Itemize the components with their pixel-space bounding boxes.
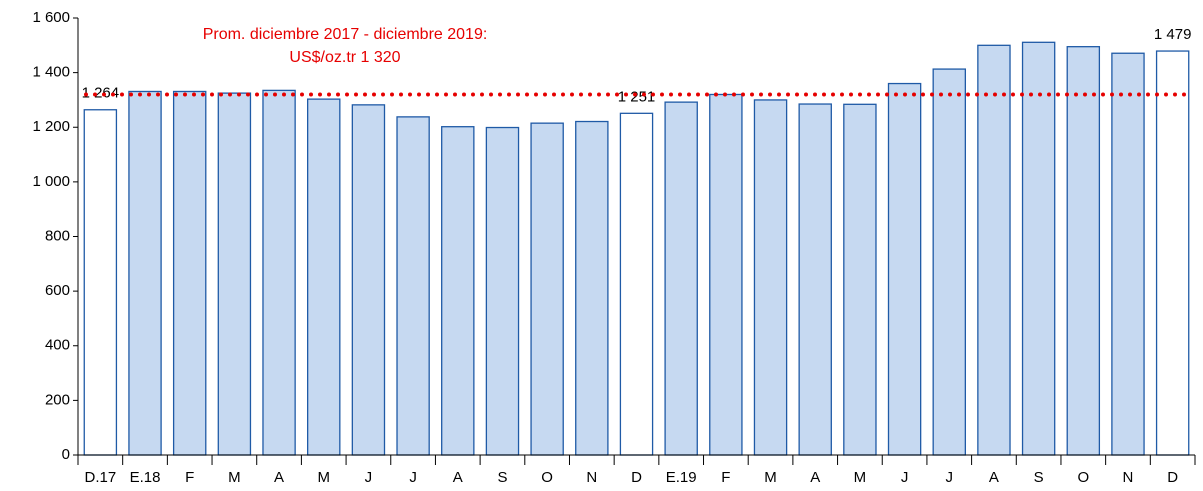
x-tick-label: M: [228, 469, 241, 486]
bar: [172, 90, 207, 456]
y-tick-label: 1 200: [32, 118, 70, 135]
x-tick-label: O: [541, 469, 553, 486]
bar: [441, 126, 475, 456]
x-tick-label: N: [586, 469, 597, 486]
x-tick-label: A: [274, 469, 284, 486]
bar: [798, 103, 832, 456]
x-tick-label: S: [497, 469, 507, 486]
bar: [664, 101, 698, 456]
x-tick-label: A: [810, 469, 820, 486]
value-label: 1 264: [82, 85, 120, 102]
x-tick-label: D.17: [84, 469, 116, 486]
x-tick-label: D: [1167, 469, 1178, 486]
bar: [1155, 50, 1190, 456]
y-tick-label: 200: [45, 391, 70, 408]
x-tick-label: A: [989, 469, 999, 486]
y-tick-label: 800: [45, 227, 70, 244]
x-tick-label: A: [453, 469, 463, 486]
x-tick-label: F: [721, 469, 730, 486]
value-label: 1 479: [1154, 26, 1192, 43]
bar: [396, 116, 430, 456]
bar: [530, 122, 564, 456]
bar: [843, 103, 877, 456]
y-tick-label: 600: [45, 282, 70, 299]
bar: [753, 99, 788, 456]
x-tick-label: M: [317, 469, 330, 486]
bar: [1111, 52, 1145, 456]
x-tick-label: S: [1034, 469, 1044, 486]
bar: [977, 44, 1011, 456]
x-tick-label: M: [854, 469, 867, 486]
x-tick-label: J: [365, 469, 373, 486]
bar: [575, 120, 609, 456]
bar: [128, 90, 162, 456]
bar: [83, 109, 118, 456]
reference-label: US$/oz.tr 1 320: [289, 49, 400, 66]
x-tick-label: N: [1123, 469, 1134, 486]
bar: [619, 112, 654, 456]
x-tick-label: J: [946, 469, 954, 486]
x-tick-label: D: [631, 469, 642, 486]
y-tick-label: 1 400: [32, 64, 70, 81]
x-tick-label: M: [764, 469, 777, 486]
y-tick-label: 1 600: [32, 9, 70, 26]
bar: [1021, 41, 1056, 456]
x-tick-label: E.18: [130, 469, 161, 486]
bar: [485, 126, 520, 456]
bar: [1066, 46, 1101, 456]
x-tick-label: O: [1077, 469, 1089, 486]
bar: [887, 82, 922, 456]
bar: [932, 68, 966, 456]
reference-label: Prom. diciembre 2017 - diciembre 2019:: [203, 26, 488, 43]
value-label: 1 251: [618, 88, 656, 105]
bar: [262, 89, 296, 456]
y-tick-label: 1 000: [32, 173, 70, 190]
x-tick-label: E.19: [666, 469, 697, 486]
bar: [307, 98, 341, 456]
x-tick-label: F: [185, 469, 194, 486]
bar: [351, 104, 386, 456]
x-tick-label: J: [409, 469, 417, 486]
bar: [709, 93, 743, 456]
y-tick-label: 0: [62, 446, 70, 463]
x-tick-label: J: [901, 469, 909, 486]
y-tick-label: 400: [45, 337, 70, 354]
bar: [217, 92, 252, 456]
